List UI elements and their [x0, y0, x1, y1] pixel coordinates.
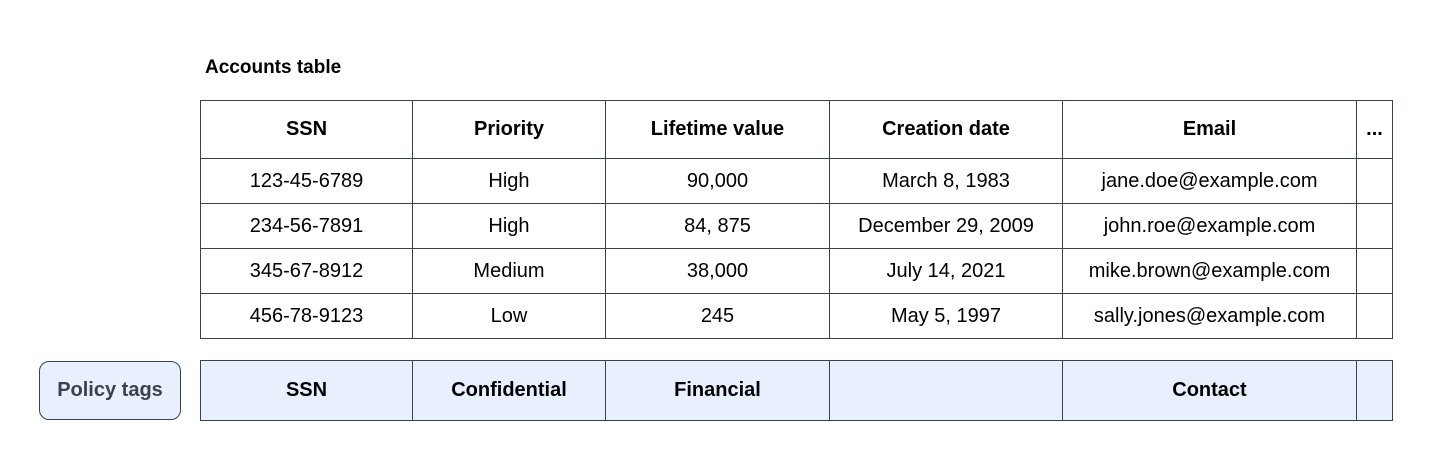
header-row: SSN Priority Lifetime value Creation date Em… — [200, 100, 1393, 159]
table-row: 123-45-6789 High 90,000 March 8, 1983 jane.d… — [200, 158, 1393, 204]
header-cell-creation-date: Creation date — [829, 100, 1063, 159]
cell: May 5, 1997 — [829, 293, 1063, 339]
cell: March 8, 1983 — [829, 158, 1063, 204]
cell — [1356, 158, 1393, 204]
cell: High — [412, 203, 606, 249]
cell: 456-78-9123 — [200, 293, 413, 339]
cell: 234-56-7891 — [200, 203, 413, 249]
cell: July 14, 2021 — [829, 248, 1063, 294]
policy-tag-ssn: SSN — [200, 360, 413, 421]
cell: Low — [412, 293, 606, 339]
cell: Medium — [412, 248, 606, 294]
header-cell-lifetime-value: Lifetime value — [605, 100, 830, 159]
cell: 38,000 — [605, 248, 830, 294]
policy-tag-contact: Contact — [1062, 360, 1357, 421]
cell: 345-67-8912 — [200, 248, 413, 294]
cell: 84, 875 — [605, 203, 830, 249]
cell — [1356, 248, 1393, 294]
table-row: 456-78-9123 Low 245 May 5, 1997 sally.jones@… — [200, 293, 1393, 339]
cell — [1356, 203, 1393, 249]
table-row: 345-67-8912 Medium 38,000 July 14, 2021 mike… — [200, 248, 1393, 294]
policy-tags-table: SSN Confidential Financial Contact — [200, 360, 1393, 421]
header-cell-email: Email — [1062, 100, 1357, 159]
header-cell-priority: Priority — [412, 100, 606, 159]
cell: 123-45-6789 — [200, 158, 413, 204]
policy-tag-financial: Financial — [605, 360, 830, 421]
header-cell-more: ... — [1356, 100, 1393, 159]
cell: December 29, 2009 — [829, 203, 1063, 249]
table-row: 234-56-7891 High 84, 875 December 29, 2009 j… — [200, 203, 1393, 249]
cell: jane.doe@example.com — [1062, 158, 1357, 204]
policy-tag-empty — [829, 360, 1063, 421]
policy-tag-confidential: Confidential — [412, 360, 606, 421]
cell: 90,000 — [605, 158, 830, 204]
policy-tags-button[interactable]: Policy tags — [39, 361, 181, 420]
cell: High — [412, 158, 606, 204]
cell: mike.brown@example.com — [1062, 248, 1357, 294]
header-cell-ssn: SSN — [200, 100, 413, 159]
page-title: Accounts table — [205, 57, 342, 78]
cell: 245 — [605, 293, 830, 339]
policy-tags-row: SSN Confidential Financial Contact — [200, 360, 1393, 421]
policy-tag-empty — [1356, 360, 1393, 421]
cell: john.roe@example.com — [1062, 203, 1357, 249]
cell — [1356, 293, 1393, 339]
cell: sally.jones@example.com — [1062, 293, 1357, 339]
accounts-table: SSN Priority Lifetime value Creation date Em… — [200, 100, 1393, 339]
